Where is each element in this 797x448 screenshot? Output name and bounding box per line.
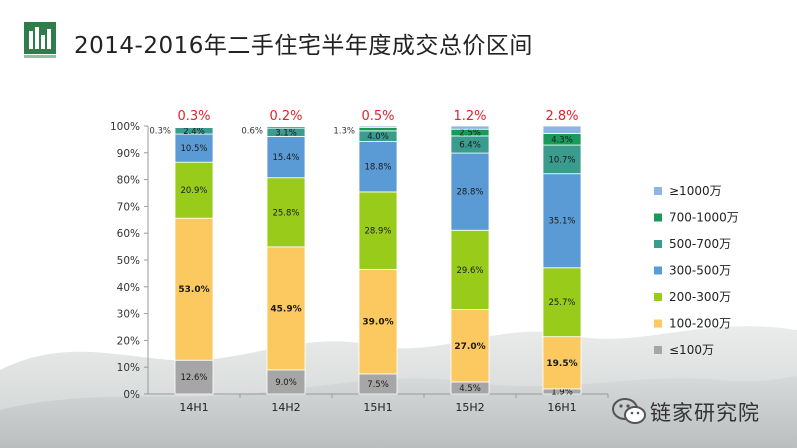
bar-segment xyxy=(542,336,582,390)
legend-swatch xyxy=(654,266,662,275)
bar-segment xyxy=(174,161,214,219)
data-label: 4.0% xyxy=(367,132,389,142)
data-label: 28.8% xyxy=(456,188,483,198)
data-label: 3.1% xyxy=(275,128,297,138)
data-label: 25.7% xyxy=(548,298,575,308)
bar-segment xyxy=(266,136,306,179)
y-tick-label: 80% xyxy=(117,175,140,187)
data-label: 27.0% xyxy=(454,342,485,352)
data-label: 2.4% xyxy=(183,127,205,137)
data-label: 39.0% xyxy=(362,318,393,328)
bar-segment xyxy=(266,177,306,248)
data-label: 12.6% xyxy=(180,373,207,383)
y-tick-label: 10% xyxy=(117,362,140,374)
bar-segment xyxy=(542,144,582,175)
data-label: 4.5% xyxy=(459,384,481,394)
top-label: 0.5% xyxy=(361,109,394,124)
data-label: 2.5% xyxy=(459,129,481,139)
bar-segment xyxy=(174,125,214,128)
data-label: 20.9% xyxy=(180,186,207,196)
top-label: 0.2% xyxy=(269,109,302,124)
bar-segment xyxy=(266,246,306,371)
bar-segment xyxy=(450,125,490,130)
data-label: 29.6% xyxy=(456,266,483,276)
bar-segment xyxy=(174,133,214,163)
data-label: 28.9% xyxy=(364,227,391,237)
y-tick-label: 0% xyxy=(123,389,140,401)
bar-segment xyxy=(358,141,398,193)
data-label: 10.7% xyxy=(548,155,575,165)
x-tick-label: 14H1 xyxy=(179,401,208,414)
legend-label: ≥1000万 xyxy=(669,184,722,198)
header: 2014-2016年二手住宅半年度成交总价区间 xyxy=(0,0,797,80)
page-title: 2014-2016年二手住宅半年度成交总价区间 xyxy=(74,33,533,59)
y-tick-label: 70% xyxy=(117,201,140,213)
x-tick-label: 15H2 xyxy=(455,401,484,414)
legend-label: 200-300万 xyxy=(669,290,731,304)
bar-segment xyxy=(266,125,306,127)
legend-swatch xyxy=(654,346,662,354)
legend-swatch xyxy=(654,187,662,195)
bar-segment xyxy=(450,309,490,383)
bar-segment xyxy=(542,125,582,134)
logo-icon xyxy=(24,22,56,58)
y-tick-label: 20% xyxy=(117,335,140,347)
top-label: 1.2% xyxy=(453,109,486,124)
data-label: 35.1% xyxy=(548,217,575,227)
legend-swatch xyxy=(654,213,662,222)
y-tick-label: 60% xyxy=(117,228,140,240)
legend-label: ≤100万 xyxy=(669,343,714,357)
x-tick-label: 15H1 xyxy=(363,401,392,414)
y-tick-label: 30% xyxy=(117,309,140,321)
bar-segment xyxy=(542,267,582,338)
data-label: 53.0% xyxy=(178,285,209,295)
data-label: 6.4% xyxy=(459,140,481,150)
legend-swatch xyxy=(654,240,662,248)
top-label: 0.3% xyxy=(177,109,210,124)
legend-label: 100-200万 xyxy=(669,317,731,331)
watermark: 链家研究院 xyxy=(612,396,792,428)
top-label: 2.8% xyxy=(545,109,578,124)
side-label: 0.6% xyxy=(241,127,263,137)
data-label: 18.8% xyxy=(364,163,391,173)
data-label: 7.5% xyxy=(367,380,389,390)
bar-segment xyxy=(174,217,214,361)
legend-label: 300-500万 xyxy=(669,264,731,278)
data-label: 25.8% xyxy=(272,208,299,218)
legend-label: 500-700万 xyxy=(669,237,731,251)
data-label: 19.5% xyxy=(546,359,577,369)
data-label: 15.4% xyxy=(272,153,299,163)
data-label: 4.3% xyxy=(551,135,573,145)
data-label: 10.5% xyxy=(180,144,207,154)
data-label: 1.9% xyxy=(551,387,573,397)
wechat-icon xyxy=(612,398,646,424)
bar-segment xyxy=(358,191,398,270)
legend-swatch xyxy=(654,319,662,328)
bar-segment xyxy=(358,125,398,128)
legend-label: 700-1000万 xyxy=(669,211,739,225)
x-tick-label: 14H2 xyxy=(271,401,300,414)
y-tick-label: 90% xyxy=(117,148,140,160)
bar-segment xyxy=(174,359,214,395)
x-tick-label: 16H1 xyxy=(547,401,576,414)
side-label: 0.3% xyxy=(149,127,171,137)
legend-swatch xyxy=(654,293,662,301)
data-label: 9.0% xyxy=(275,378,297,388)
data-label: 45.9% xyxy=(270,304,301,314)
side-label: 1.3% xyxy=(333,127,355,137)
bar-segment xyxy=(266,369,306,395)
y-tick-label: 100% xyxy=(110,121,140,133)
bar-segment xyxy=(450,229,490,310)
watermark-text: 链家研究院 xyxy=(650,401,760,425)
y-tick-label: 50% xyxy=(117,255,140,267)
y-tick-label: 40% xyxy=(117,282,140,294)
bar-segment xyxy=(358,126,398,132)
bar-segment xyxy=(450,152,490,231)
